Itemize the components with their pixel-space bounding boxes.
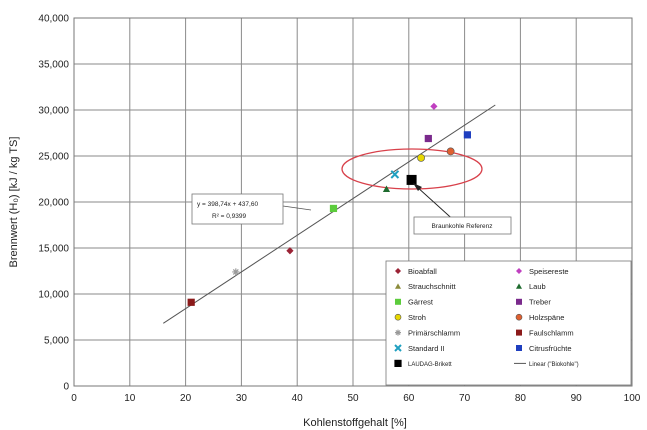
x-tick-label: 80 — [515, 393, 527, 404]
x-tick-label: 60 — [403, 393, 415, 404]
y-tick-label: 25,000 — [38, 152, 69, 163]
legend-marker — [395, 298, 401, 305]
x-tick-label: 10 — [124, 393, 136, 404]
trend-r2: R² = 0,9399 — [212, 213, 247, 220]
plot-border — [73, 17, 633, 387]
y-tick-label: 0 — [63, 382, 69, 393]
x-tick-label: 30 — [236, 393, 248, 404]
x-tick-labels: 0 10 20 30 40 50 60 70 80 90 100 — [71, 393, 641, 404]
legend-marker — [395, 283, 401, 289]
trend-equation: y = 398,74x + 437,60 — [197, 201, 258, 208]
data-point — [286, 247, 294, 255]
legend-marker — [394, 344, 402, 352]
x-tick-label: 50 — [347, 393, 359, 404]
legend-marker — [516, 298, 522, 305]
x-tick-label: 70 — [459, 393, 471, 404]
y-tick-label: 35,000 — [38, 60, 69, 71]
x-tick-label: 40 — [292, 393, 304, 404]
legend-label: Strauchschnitt — [408, 282, 456, 291]
legend-label: Treber — [529, 298, 551, 307]
legend-marker — [516, 329, 522, 336]
legend-label: Bioabfall — [408, 267, 437, 276]
data-point — [329, 204, 338, 213]
data-point — [424, 134, 432, 143]
legend-label: LAUDAG-Brikett — [408, 362, 452, 368]
data-point — [430, 102, 438, 110]
y-tick-label: 5,000 — [44, 336, 69, 347]
legend-label: Primärschlamm — [408, 328, 460, 337]
legend-label: Standard II — [408, 344, 445, 353]
legend: Bioabfall Speisereste Strauchschnitt Laub Gä… — [394, 267, 579, 368]
y-tick-label: 40,000 — [38, 14, 69, 25]
legend-marker — [394, 359, 402, 367]
y-tick-labels: 0 5,000 10,000 15,000 20,000 25,000 30,000 35,0… — [38, 14, 69, 393]
legend-label: Linear ("Biokohle") — [529, 362, 579, 368]
equation-box — [191, 193, 284, 225]
legend-marker — [395, 268, 401, 274]
reference-label: Braunkohle Referenz — [431, 223, 492, 230]
legend-label: Citrusfrüchte — [529, 344, 572, 353]
legend-label: Faulschlamm — [529, 328, 574, 337]
data-point — [406, 174, 417, 185]
reference-box — [413, 216, 512, 235]
legend-marker — [394, 313, 402, 321]
reference-ellipse — [341, 148, 483, 190]
y-axis-title: Brennwert (H₀) [kJ / kg TS] — [8, 137, 20, 268]
legend-marker — [515, 313, 523, 321]
x-tick-label: 20 — [180, 393, 192, 404]
equation-leader — [282, 205, 312, 211]
legend-label: Holzspäne — [529, 313, 564, 322]
y-tick-label: 10,000 — [38, 290, 69, 301]
data-point — [463, 131, 471, 139]
x-tick-label: 100 — [624, 393, 641, 404]
data-point — [187, 298, 195, 306]
legend-marker — [516, 283, 522, 289]
reference-arrowhead — [413, 183, 422, 191]
legend-marker — [395, 329, 401, 336]
data-points — [187, 102, 471, 306]
data-point — [232, 268, 240, 276]
data-point — [382, 185, 391, 192]
legend-label: Laub — [529, 282, 546, 291]
legend-label: Stroh — [408, 313, 426, 322]
x-axis-title: Kohlenstoffgehalt [%] — [303, 417, 407, 429]
data-point — [446, 147, 455, 156]
x-tick-label: 90 — [571, 393, 583, 404]
data-point — [417, 153, 425, 162]
x-tick-label: 0 — [71, 393, 77, 404]
trendline — [163, 104, 496, 324]
legend-box — [385, 260, 632, 386]
y-tick-label: 30,000 — [38, 106, 69, 117]
y-tick-label: 15,000 — [38, 244, 69, 255]
legend-label: Speisereste — [529, 267, 569, 276]
legend-marker — [516, 268, 522, 274]
legend-label: Gärrest — [408, 298, 434, 307]
y-tick-label: 20,000 — [38, 198, 69, 209]
data-point — [390, 170, 400, 179]
legend-marker — [516, 345, 522, 351]
